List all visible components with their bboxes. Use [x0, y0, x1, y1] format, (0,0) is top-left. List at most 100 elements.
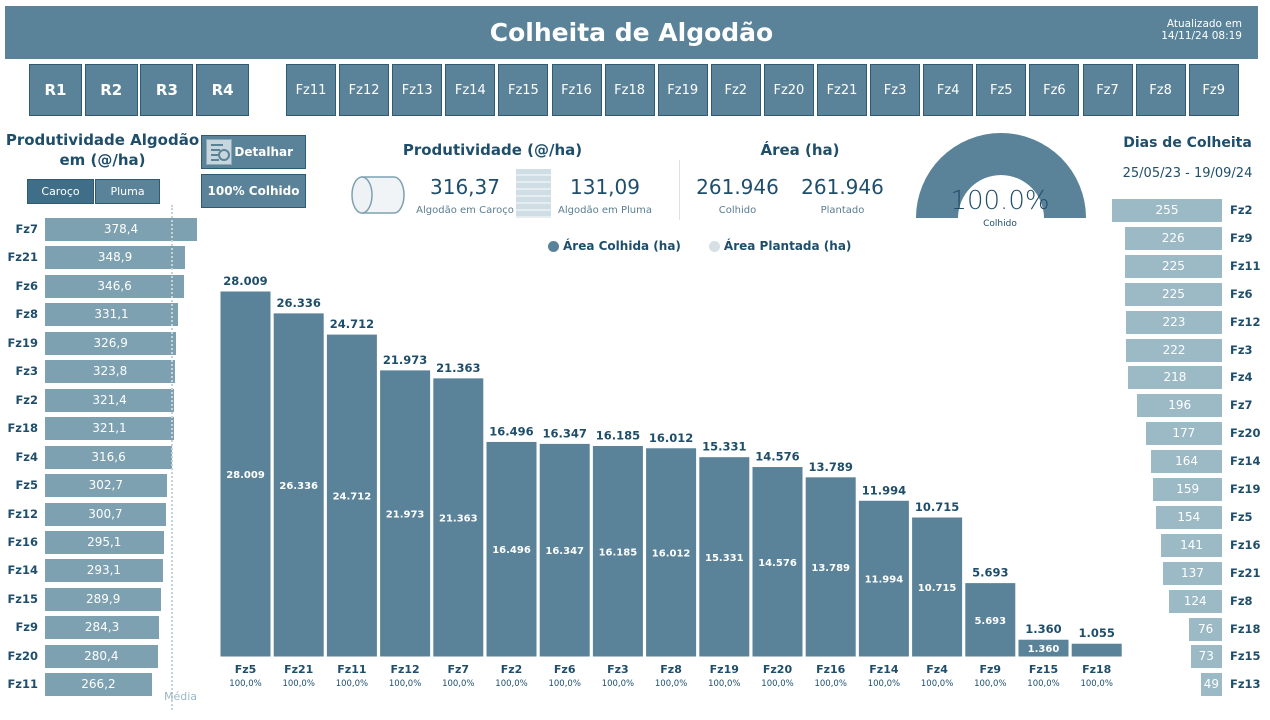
data-label-harvested: 16.347 [545, 546, 584, 557]
x-tick-label: Fz15 [1029, 663, 1058, 676]
cotton-bale-icon [516, 169, 551, 218]
bar-harvested-fz7[interactable] [432, 377, 485, 658]
gauge-label: Colhido [983, 219, 1017, 229]
data-label-planted: 21.363 [436, 361, 480, 375]
bar-harvested-fz4[interactable] [911, 516, 964, 658]
productivity-row-bar: 348,9 [45, 246, 186, 270]
dias-row-bar: 226 [1124, 226, 1222, 250]
farm-button-fz3[interactable]: Fz3 [870, 64, 921, 116]
x-tick-pct-label: 100,0% [282, 679, 314, 689]
farm-button-fz15[interactable]: Fz15 [498, 64, 549, 116]
farm-button-fz16[interactable]: Fz16 [551, 64, 602, 116]
x-tick-label: Fz19 [710, 663, 739, 676]
x-tick-pct-label: 100,0% [708, 679, 740, 689]
x-tick-pct-label: 100,0% [389, 679, 421, 689]
productivity-row-bar: 280,4 [45, 644, 158, 668]
data-label-harvested: 13.789 [811, 563, 850, 574]
farm-button-fz14[interactable]: Fz14 [445, 64, 496, 116]
farm-button-fz6[interactable]: Fz6 [1029, 64, 1080, 116]
productivity-row-bar: 346,6 [45, 274, 185, 298]
productivity-row-farm: Fz19 [7, 335, 38, 350]
farm-button-fz21[interactable]: Fz21 [817, 64, 867, 116]
toggle-pluma-label: Pluma [110, 185, 145, 198]
region-button-r1[interactable]: R1 [29, 64, 82, 116]
bar-harvested-fz16[interactable] [804, 476, 857, 658]
harvested-100-button[interactable]: 100% Colhido [201, 174, 306, 208]
data-label-harvested: 10.715 [918, 583, 957, 594]
data-label-harvested: 26.336 [279, 481, 318, 492]
kpi-productivity-title: Produtividade (@/ha) [402, 141, 583, 159]
bar-harvested-fz2[interactable] [485, 440, 538, 658]
bar-harvested-fz15[interactable] [1017, 638, 1070, 658]
farm-button-fz19[interactable]: Fz19 [657, 64, 708, 116]
productivity-row-bar: 293,1 [45, 559, 163, 583]
farm-button-fz7[interactable]: Fz7 [1082, 64, 1133, 116]
dias-row-farm: Fz4 [1230, 370, 1253, 385]
productivity-row-farm: Fz16 [7, 534, 38, 549]
farm-button-fz2[interactable]: Fz2 [710, 64, 761, 116]
kpi-area-title: Área (ha) [760, 141, 840, 159]
x-tick-pct-label: 100,0% [442, 679, 474, 689]
farm-button-fz20[interactable]: Fz20 [763, 64, 814, 116]
planted-area-label: Plantado [820, 205, 865, 216]
dias-row-farm: Fz18 [1230, 621, 1261, 636]
x-tick-label: Fz6 [554, 663, 576, 676]
farm-button-fz18[interactable]: Fz18 [604, 64, 655, 116]
data-label-planted: 26.336 [277, 296, 321, 310]
data-label-harvested: 16.012 [652, 548, 691, 559]
dias-row-farm: Fz5 [1230, 509, 1253, 524]
region-button-r2[interactable]: R2 [84, 64, 138, 116]
dias-row-bar: 218 [1127, 366, 1222, 390]
bar-harvested-fz11[interactable] [325, 333, 378, 658]
x-tick-label: Fz9 [980, 663, 1002, 676]
bar-harvested-fz12[interactable] [379, 369, 432, 658]
productivity-row-farm: Fz5 [15, 478, 38, 493]
farm-button-fz8[interactable]: Fz8 [1135, 64, 1186, 116]
updated-value: 14/11/24 08:19 [1161, 30, 1242, 42]
bar-harvested-fz3[interactable] [591, 445, 644, 658]
bar-harvested-fz21[interactable] [272, 312, 325, 658]
data-label-harvested: 21.363 [439, 513, 478, 524]
farm-button-fz5[interactable]: Fz5 [976, 64, 1027, 116]
region-button-r3[interactable]: R3 [140, 64, 194, 116]
data-label-harvested: 21.973 [386, 509, 425, 520]
gauge-fill [916, 133, 1086, 218]
dias-row-farm: Fz19 [1230, 482, 1261, 496]
x-tick-pct-label: 100,0% [495, 679, 527, 689]
region-button-r4[interactable]: R4 [196, 64, 250, 116]
pluma-value: 131,09 [570, 175, 640, 199]
x-tick-pct-label: 100,0% [761, 679, 793, 689]
bar-harvested-fz18[interactable] [1070, 642, 1123, 658]
dias-row-farm: Fz20 [1230, 426, 1261, 441]
toggle-caroco[interactable]: Caroço [27, 179, 94, 204]
detail-button[interactable]: Detalhar [201, 135, 306, 169]
productivity-row-farm: Fz9 [15, 620, 38, 635]
data-label-planted: 24.712 [330, 317, 374, 331]
bar-harvested-fz5[interactable] [219, 290, 272, 658]
farm-button-fz13[interactable]: Fz13 [392, 64, 443, 116]
dias-row-bar: 124 [1168, 589, 1222, 613]
bar-harvested-fz8[interactable] [645, 447, 698, 658]
productivity-row-bar: 295,1 [45, 530, 164, 554]
farm-button-fz11[interactable]: Fz11 [286, 64, 336, 116]
x-tick-pct-label: 100,0% [1080, 679, 1112, 689]
bar-harvested-fz20[interactable] [751, 466, 804, 658]
productivity-row-farm: Fz15 [7, 591, 38, 606]
data-label-planted: 15.331 [702, 440, 746, 454]
productivity-panel-title: Produtividade Algodão em (@/ha) [5, 130, 200, 170]
bar-harvested-fz6[interactable] [538, 442, 591, 658]
farm-button-fz4[interactable]: Fz4 [923, 64, 974, 116]
bar-harvested-fz14[interactable] [857, 499, 910, 658]
toggle-pluma[interactable]: Pluma [95, 179, 160, 204]
dias-row-farm: Fz21 [1230, 565, 1261, 580]
data-label-planted: 16.347 [543, 426, 587, 440]
farm-button-fz12[interactable]: Fz12 [339, 64, 390, 116]
data-label-planted: 13.789 [809, 460, 853, 474]
bar-harvested-fz19[interactable] [698, 456, 751, 658]
planted-area-value: 261.946 [801, 175, 884, 199]
bar-harvested-fz9[interactable] [964, 582, 1017, 658]
productivity-row-bar: 284,3 [45, 616, 160, 640]
x-tick-pct-label: 100,0% [602, 679, 634, 689]
dias-row-bar: 154 [1155, 505, 1222, 529]
farm-button-fz9[interactable]: Fz9 [1188, 64, 1239, 116]
